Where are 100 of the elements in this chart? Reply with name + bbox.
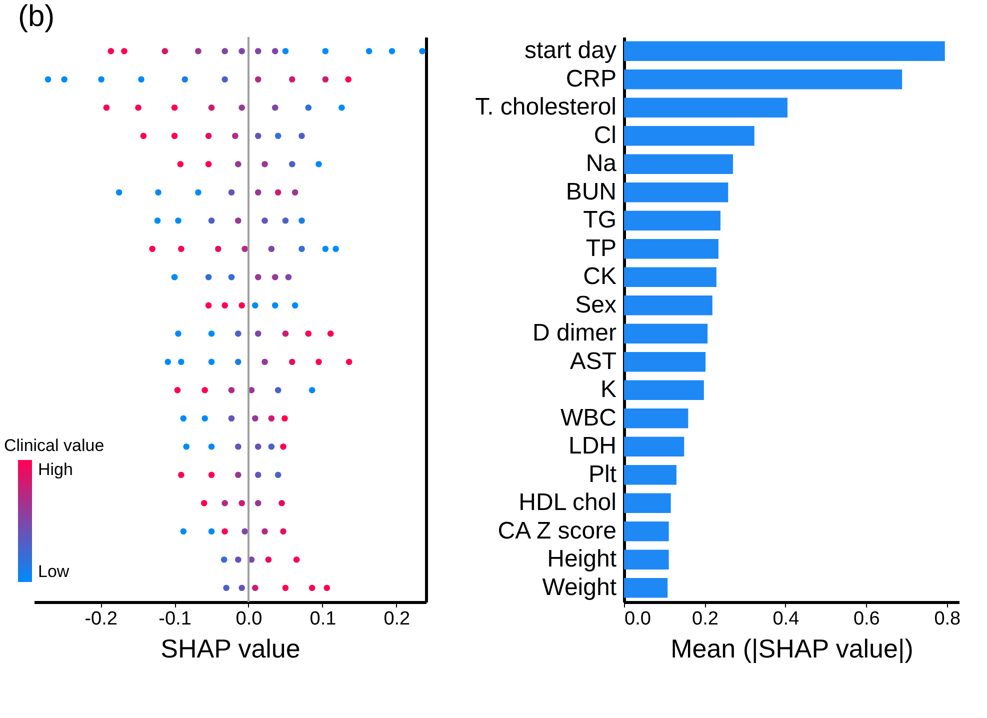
y-tick-label: Plt xyxy=(588,460,617,488)
bar xyxy=(624,408,688,428)
point xyxy=(222,48,228,54)
bar xyxy=(624,182,728,202)
point xyxy=(388,48,396,54)
point xyxy=(222,500,228,506)
point xyxy=(254,274,262,280)
point xyxy=(282,415,288,422)
point xyxy=(234,358,242,366)
point xyxy=(254,76,262,83)
point xyxy=(182,76,188,83)
bar xyxy=(624,41,945,62)
x-tick-label: 0.2 xyxy=(384,608,410,630)
bar xyxy=(624,550,669,570)
y-tick-label: HDL chol xyxy=(518,489,616,516)
y-tick-label: Height xyxy=(547,546,617,573)
point xyxy=(205,132,212,140)
point xyxy=(254,500,262,506)
point xyxy=(220,556,228,563)
point xyxy=(419,48,426,54)
point xyxy=(162,48,168,54)
point xyxy=(215,246,222,252)
point xyxy=(268,246,275,252)
bar xyxy=(624,464,676,485)
point xyxy=(234,217,242,224)
bar xyxy=(624,324,708,344)
point xyxy=(366,48,372,54)
y-tick-label: TG xyxy=(583,206,616,234)
point xyxy=(288,358,296,366)
y-tick-label: BUN xyxy=(566,178,616,206)
y-tick-label: start day xyxy=(524,37,616,64)
point xyxy=(228,274,235,280)
x-tick-label: 0.2 xyxy=(692,608,718,630)
point xyxy=(274,472,282,478)
bar xyxy=(624,210,720,231)
bar xyxy=(624,267,716,288)
point xyxy=(254,48,262,54)
point xyxy=(228,189,235,196)
point xyxy=(327,330,334,337)
y-tick-label: CA Z score xyxy=(498,517,616,544)
bar xyxy=(624,69,902,90)
point xyxy=(288,160,296,168)
y-tick-label: LDH xyxy=(568,432,616,460)
point xyxy=(285,274,292,280)
point xyxy=(322,76,329,83)
y-tick-label: CK xyxy=(583,263,616,290)
point xyxy=(228,386,235,394)
point xyxy=(324,584,330,592)
y-tick-label: Cl xyxy=(594,122,616,149)
y-tick-label: D dimer xyxy=(532,320,617,347)
point xyxy=(238,584,245,592)
x-tick-label: 0.1 xyxy=(310,608,336,630)
x-tick-label: -0.2 xyxy=(84,608,118,630)
legend-title: Clinical value xyxy=(4,436,104,456)
bar xyxy=(624,154,733,174)
bar xyxy=(624,295,712,316)
point xyxy=(305,104,312,111)
x-tick-label: 0.6 xyxy=(853,608,880,630)
point xyxy=(252,415,258,422)
y-tick-label: Weight xyxy=(542,574,617,601)
point xyxy=(298,217,305,224)
y-tick-label: AST xyxy=(570,348,617,375)
point xyxy=(254,330,262,337)
y-tick-label: CRP xyxy=(566,65,616,92)
point xyxy=(254,132,262,140)
point xyxy=(305,330,312,337)
point xyxy=(272,48,278,54)
x-axis-title: SHAP value xyxy=(160,634,300,664)
annotation: Low xyxy=(38,562,70,582)
point xyxy=(332,246,339,252)
x-tick-label: 0.4 xyxy=(772,608,800,630)
point xyxy=(272,104,278,111)
bar xyxy=(624,578,668,598)
point xyxy=(232,132,238,140)
point xyxy=(234,556,242,563)
point xyxy=(254,472,262,478)
x-tick-label: 0.0 xyxy=(236,608,262,630)
point xyxy=(298,246,305,252)
bar xyxy=(624,352,706,372)
chart-title: (b) xyxy=(18,0,55,33)
y-tick-label: Sex xyxy=(575,291,616,318)
x-axis-title: Mean (|SHAP value|) xyxy=(670,634,914,664)
point xyxy=(254,443,262,450)
bar xyxy=(624,126,754,146)
point xyxy=(205,274,212,280)
x-tick-label: 0.8 xyxy=(934,608,961,630)
point xyxy=(262,528,268,535)
point xyxy=(195,48,202,54)
point xyxy=(280,443,286,450)
y-tick-label: WBC xyxy=(560,404,616,432)
bar xyxy=(624,238,718,259)
point xyxy=(278,500,285,506)
point xyxy=(338,104,345,111)
point xyxy=(228,415,235,422)
y-tick-label: T. cholesterol xyxy=(475,94,616,121)
bar xyxy=(624,380,704,400)
point xyxy=(280,528,286,535)
point xyxy=(262,217,268,224)
point xyxy=(316,358,322,366)
x-tick-label: -0.1 xyxy=(158,608,192,630)
